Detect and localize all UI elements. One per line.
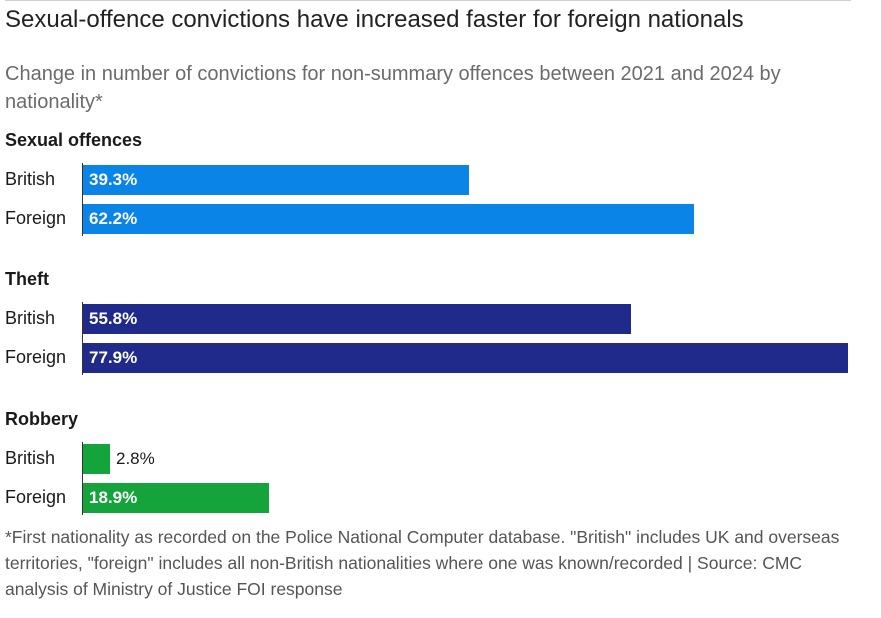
bar-label-sexual-offences-british: British xyxy=(5,169,56,189)
bar-label-robbery-foreign: Foreign xyxy=(5,487,67,507)
bar-sexual-offences-foreign xyxy=(83,204,694,234)
value-label-robbery-british: 2.8% xyxy=(116,449,155,468)
bar-theft-foreign xyxy=(83,343,848,373)
top-rule xyxy=(5,0,851,1)
axis-line-sexual-offences xyxy=(82,163,83,236)
chart-subtitle: Change in number of convictions for non-… xyxy=(5,63,781,113)
bar-label-theft-foreign: Foreign xyxy=(5,347,67,367)
group-title-robbery: Robbery xyxy=(5,409,79,429)
value-label-theft-british: 55.8% xyxy=(89,309,138,328)
bar-sexual-offences-british xyxy=(83,165,469,195)
axis-line-theft xyxy=(82,302,83,375)
bar-theft-british xyxy=(83,304,631,334)
value-label-theft-foreign: 77.9% xyxy=(89,348,138,367)
footnote: *First nationality as recorded on the Po… xyxy=(5,527,840,599)
bar-robbery-british xyxy=(83,444,110,474)
bar-label-sexual-offences-foreign: Foreign xyxy=(5,208,67,228)
group-title-sexual-offences: Sexual offences xyxy=(5,130,143,150)
group-title-theft: Theft xyxy=(5,269,49,289)
axis-line-robbery xyxy=(82,442,83,515)
value-label-robbery-foreign: 18.9% xyxy=(89,488,138,507)
chart-title: Sexual-offence convictions have increase… xyxy=(5,6,744,33)
value-label-sexual-offences-british: 39.3% xyxy=(89,170,138,189)
bar-label-robbery-british: British xyxy=(5,448,56,468)
bar-robbery-foreign xyxy=(83,483,269,513)
bar-label-theft-british: British xyxy=(5,308,56,328)
value-label-sexual-offences-foreign: 62.2% xyxy=(89,209,138,228)
